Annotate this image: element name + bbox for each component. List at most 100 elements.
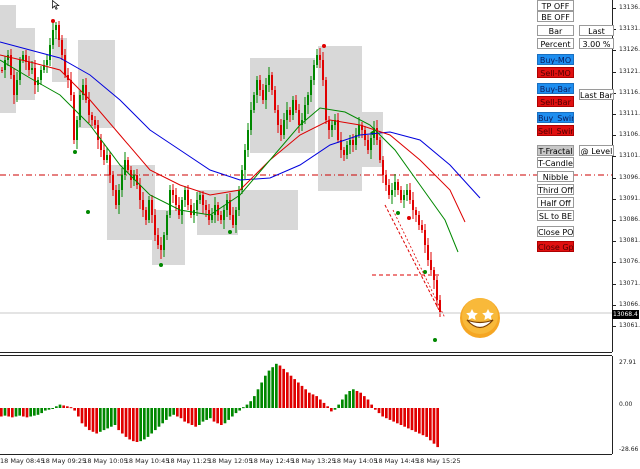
candle-body bbox=[139, 185, 141, 200]
candle-body bbox=[61, 40, 63, 55]
oscillator-bar bbox=[220, 408, 223, 425]
be-off-button[interactable]: BE OFF bbox=[537, 11, 574, 22]
oscillator-bar bbox=[55, 406, 58, 408]
candle-body bbox=[13, 75, 15, 95]
pane-separator-lower bbox=[0, 355, 612, 356]
oscillator-bar bbox=[297, 382, 300, 408]
third-off-button[interactable]: Third Off bbox=[537, 184, 574, 195]
oscillator-bar bbox=[29, 408, 32, 417]
fractal-dot bbox=[371, 131, 375, 135]
oscillator-bar bbox=[44, 408, 47, 411]
oscillator-bar bbox=[264, 375, 267, 408]
sl-to-be-button[interactable]: SL to BE bbox=[537, 210, 574, 221]
candle-body bbox=[7, 55, 9, 60]
oscillator-bar bbox=[102, 408, 106, 431]
half-off-button[interactable]: Half Off bbox=[537, 197, 574, 208]
price-axis-tick bbox=[612, 304, 616, 306]
buy-bar-button[interactable]: Buy-Bar bbox=[537, 83, 574, 94]
oscillator-bar bbox=[157, 408, 161, 427]
candle-body bbox=[106, 155, 108, 160]
ma-red-line bbox=[0, 54, 466, 223]
oscillator-pane[interactable] bbox=[0, 356, 612, 454]
percent-value-field[interactable]: 3.00 % bbox=[579, 38, 614, 49]
fractal-dot bbox=[159, 263, 163, 267]
nibble-button[interactable]: Nibble bbox=[537, 171, 574, 182]
price-axis-tick bbox=[612, 262, 616, 264]
fractal-dot bbox=[423, 270, 427, 274]
tp-off-button[interactable]: TP OFF bbox=[537, 0, 574, 11]
price-axis-tick bbox=[612, 71, 616, 73]
close-po-button[interactable]: Close PO bbox=[537, 226, 574, 237]
fractal-zone-box bbox=[52, 38, 67, 82]
pane-separator[interactable] bbox=[0, 352, 612, 353]
candle-body bbox=[70, 80, 72, 95]
oscillator-bar bbox=[18, 408, 21, 416]
candle-body bbox=[25, 55, 27, 62]
price-axis-label: 13091.5 bbox=[619, 194, 640, 202]
candle-body bbox=[121, 175, 123, 190]
candle-body bbox=[346, 145, 348, 155]
candle-body bbox=[439, 300, 441, 312]
candle-body bbox=[202, 195, 204, 205]
fractal-dot bbox=[51, 19, 55, 23]
candle-body bbox=[223, 210, 225, 220]
candle-body bbox=[127, 160, 129, 170]
oscillator-bar bbox=[311, 394, 315, 408]
time-axis-label: 18 May 08:45 bbox=[0, 457, 45, 465]
candle-body bbox=[232, 215, 234, 225]
oscillator-bar bbox=[421, 408, 425, 436]
oscillator-bar bbox=[326, 406, 329, 408]
candle-body bbox=[115, 190, 117, 205]
oscillator-bar bbox=[381, 408, 384, 417]
time-axis-label: 18 May 14:05 bbox=[332, 457, 378, 465]
time-axis-line bbox=[0, 454, 612, 455]
at-level-button[interactable]: @ Level bbox=[579, 145, 614, 156]
candle-body bbox=[424, 230, 426, 245]
swing-line bbox=[384, 204, 441, 313]
candle-body bbox=[64, 55, 66, 75]
buy-mo-button[interactable]: Buy-MO bbox=[537, 54, 574, 65]
candle-body bbox=[19, 60, 21, 80]
oscillator-bar bbox=[117, 408, 120, 431]
oscillator-bar bbox=[253, 396, 256, 408]
sell-bar-button[interactable]: Sell-Bar bbox=[537, 96, 574, 107]
close-gp-button[interactable]: Close Gp bbox=[537, 241, 574, 252]
oscillator-bar bbox=[172, 408, 175, 415]
candle-body bbox=[262, 90, 264, 100]
candle-body bbox=[88, 100, 90, 115]
oscillator-bar bbox=[51, 408, 54, 409]
percent-button[interactable]: Percent bbox=[537, 38, 574, 49]
price-chart-pane[interactable] bbox=[0, 0, 612, 352]
candle-body bbox=[112, 175, 114, 190]
candle-body bbox=[22, 55, 24, 60]
bar-button[interactable]: Bar bbox=[537, 25, 574, 36]
oscillator-bar bbox=[245, 404, 249, 408]
oscillator-bar bbox=[352, 389, 355, 408]
candle-body bbox=[274, 90, 276, 110]
oscillator-bar bbox=[121, 408, 124, 434]
candle-body bbox=[58, 25, 60, 40]
price-axis[interactable] bbox=[612, 0, 640, 352]
candle-body bbox=[334, 120, 336, 125]
price-axis-label: 13111.5 bbox=[619, 110, 640, 117]
candle-body bbox=[331, 125, 333, 130]
ma-green-line bbox=[0, 59, 459, 253]
t-fractal-button[interactable]: T-Fractal bbox=[537, 145, 574, 156]
oscillator-bar bbox=[187, 408, 190, 424]
candle-body bbox=[295, 100, 297, 110]
oscillator-bar bbox=[161, 408, 164, 424]
t-candle-button[interactable]: T-Candle bbox=[537, 157, 574, 168]
oscillator-bar bbox=[425, 408, 428, 437]
sell-swing-button[interactable]: Sell_Swing bbox=[537, 125, 574, 136]
last-button[interactable]: Last bbox=[579, 25, 614, 36]
candle-body bbox=[79, 95, 81, 120]
time-axis-label: 18 May 13:25 bbox=[291, 457, 336, 465]
buy-swing-button[interactable]: Buy_Swing bbox=[537, 112, 574, 123]
sell-mo-button[interactable]: Sell-MO bbox=[537, 67, 574, 78]
oscillator-bar bbox=[99, 408, 102, 432]
candle-body bbox=[382, 160, 384, 175]
candle-body bbox=[31, 68, 33, 70]
fractal-zone-box bbox=[238, 190, 298, 230]
last-bar-button[interactable]: Last Bar bbox=[579, 89, 614, 100]
oscillator-bar bbox=[403, 408, 406, 427]
